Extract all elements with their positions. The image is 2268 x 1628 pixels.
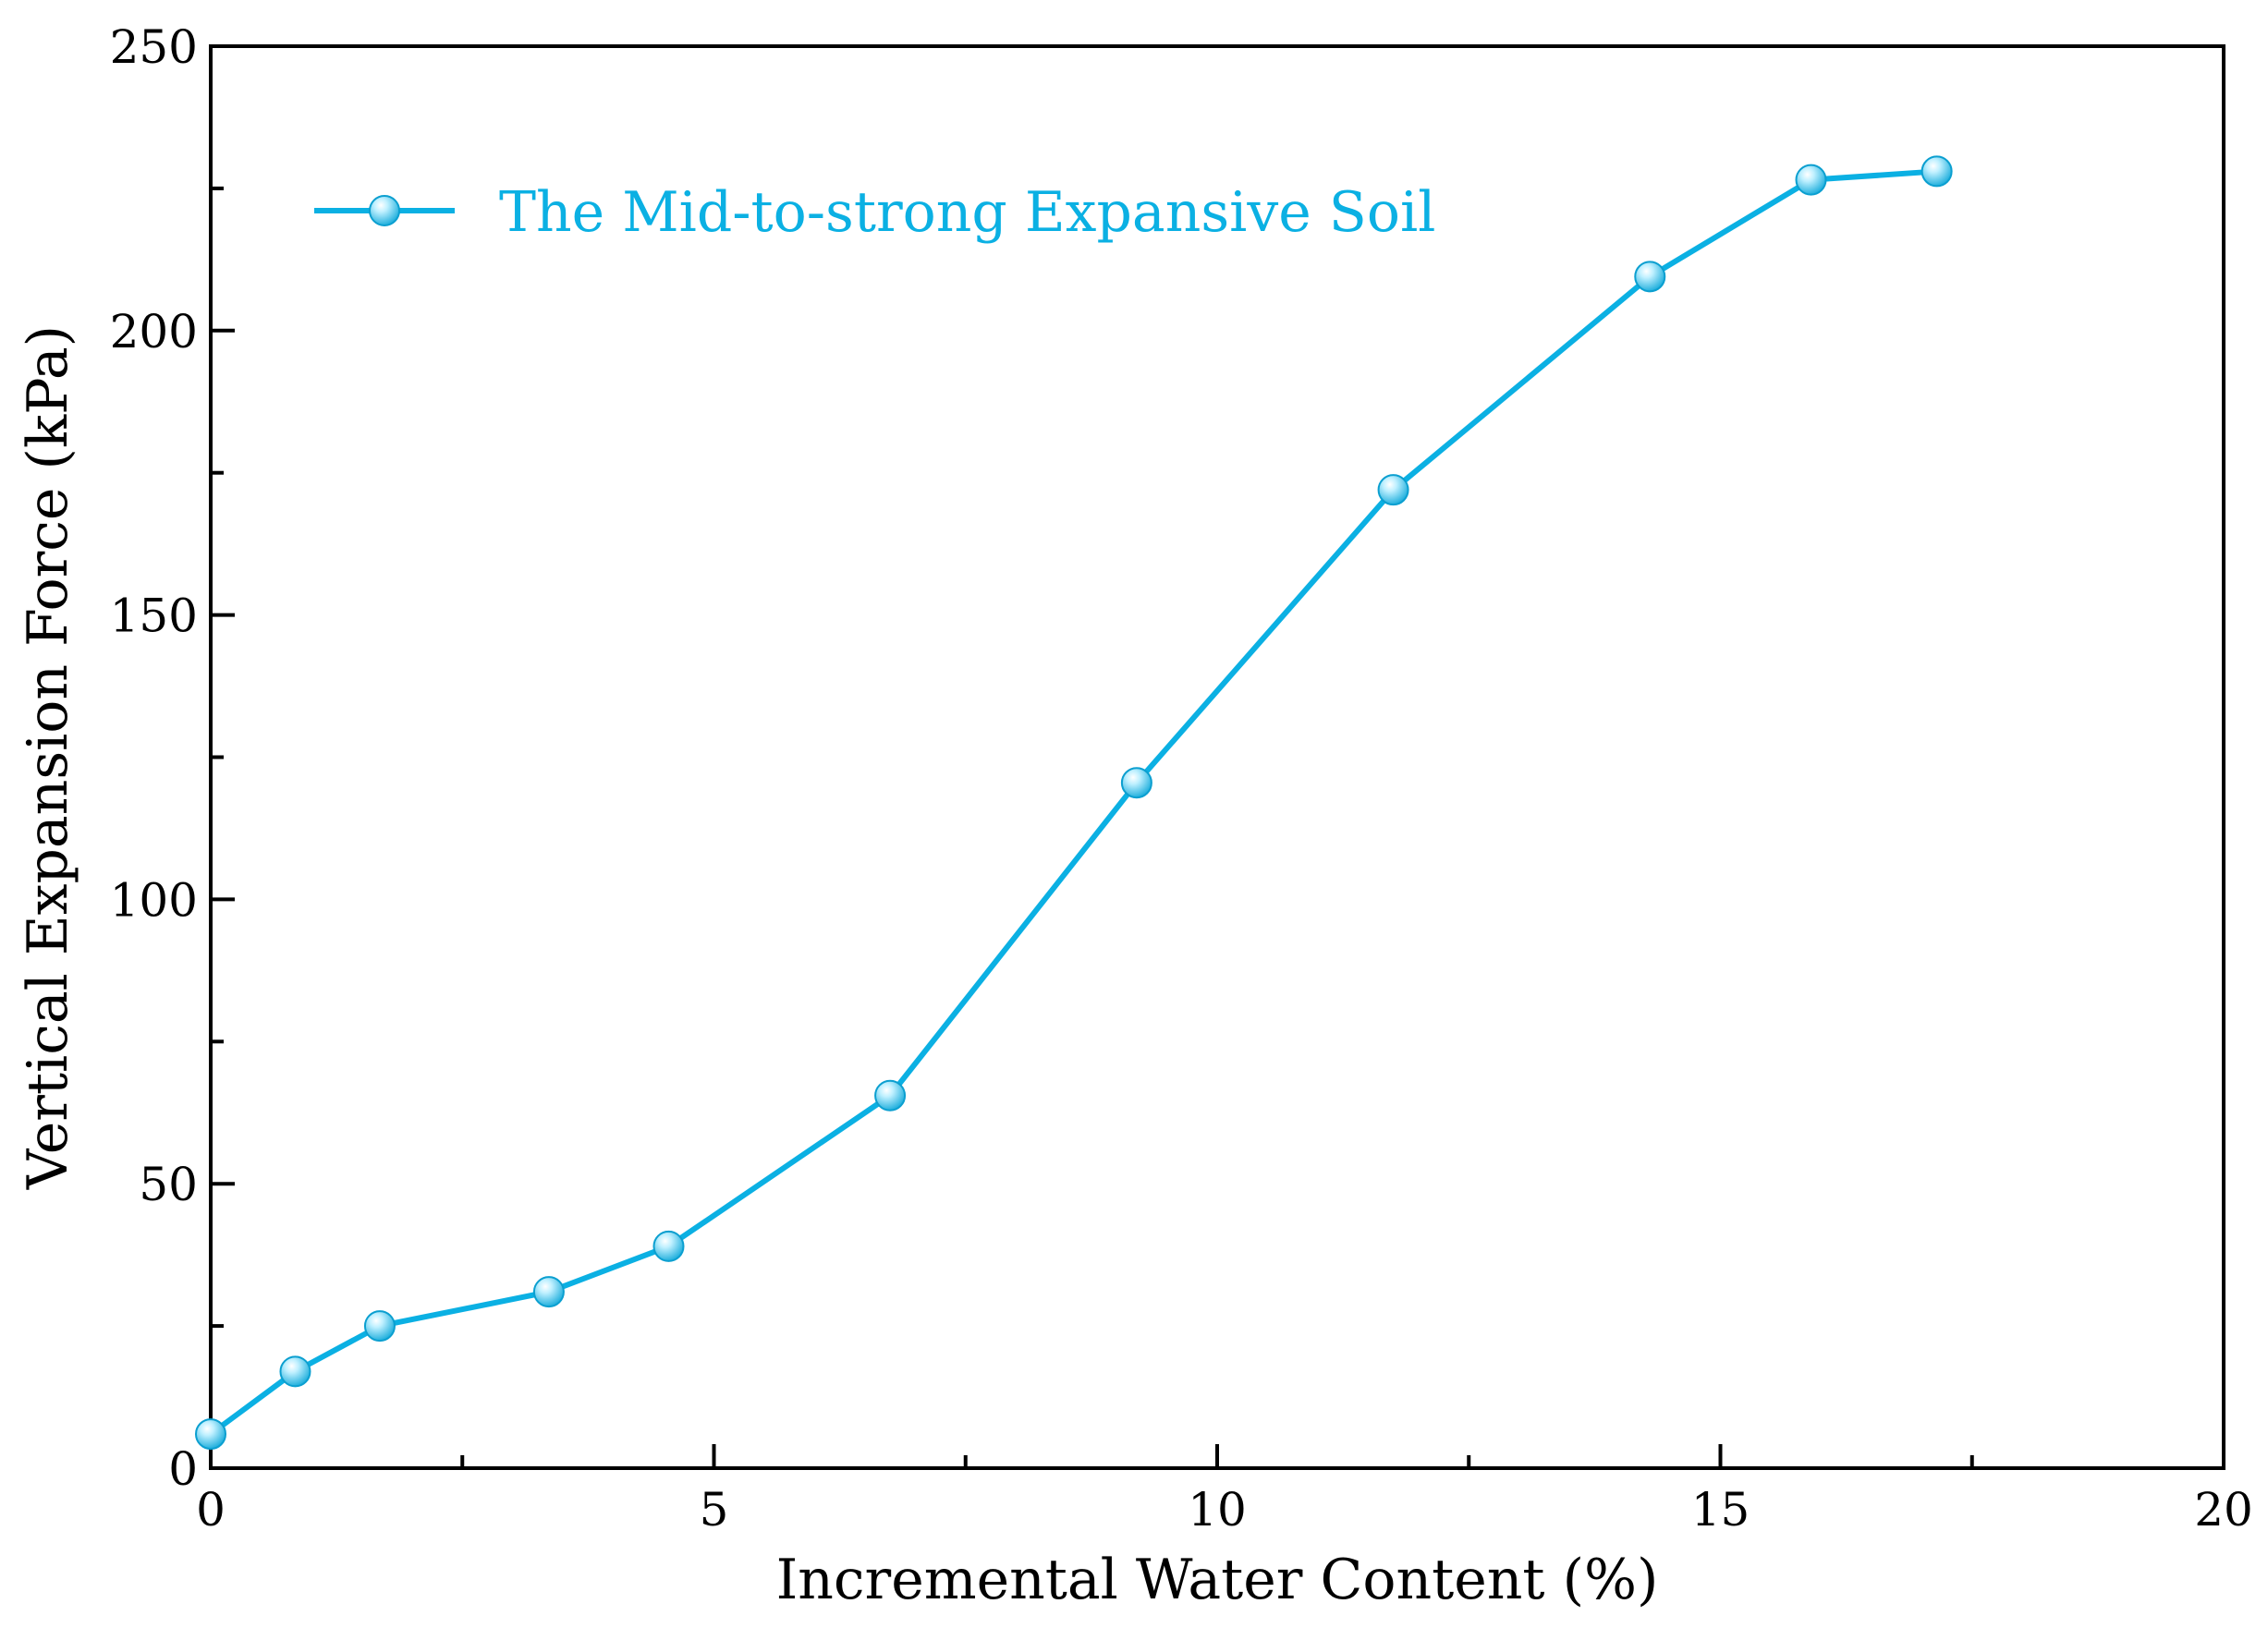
y-tick-label: 200 <box>110 305 198 358</box>
y-tick-label: 150 <box>110 589 198 643</box>
data-point <box>532 1276 565 1308</box>
data-point <box>1120 767 1152 799</box>
x-tick-label: 10 <box>1188 1483 1247 1537</box>
plot-area <box>209 44 2225 1470</box>
y-tick-label: 100 <box>110 873 198 927</box>
y-tick-label: 250 <box>110 20 198 74</box>
data-point <box>195 1418 226 1451</box>
series-layer <box>195 155 1953 1451</box>
x-axis-title: Incremental Water Content (%) <box>776 1548 1659 1612</box>
data-point <box>652 1230 685 1262</box>
legend: The Mid-to-strong Expansive Soil <box>314 180 1435 245</box>
data-point <box>1377 474 1409 506</box>
data-point <box>1920 155 1953 188</box>
legend-marker <box>369 195 400 226</box>
x-tick-label: 15 <box>1691 1483 1750 1537</box>
data-point <box>874 1079 907 1112</box>
data-point <box>363 1310 396 1342</box>
data-point <box>1795 164 1827 196</box>
y-axis-title: Vertical Expansion Force (kPa) <box>16 325 80 1190</box>
data-point <box>1634 261 1666 293</box>
x-tick-label: 5 <box>700 1483 729 1537</box>
y-tick-label: 50 <box>139 1158 198 1211</box>
x-tick-label: 0 <box>196 1483 226 1537</box>
y-tick-label: 0 <box>168 1442 198 1496</box>
x-tick-label: 20 <box>2194 1483 2253 1537</box>
legend-label: The Mid-to-strong Expansive Soil <box>499 180 1435 245</box>
data-point <box>279 1355 311 1388</box>
